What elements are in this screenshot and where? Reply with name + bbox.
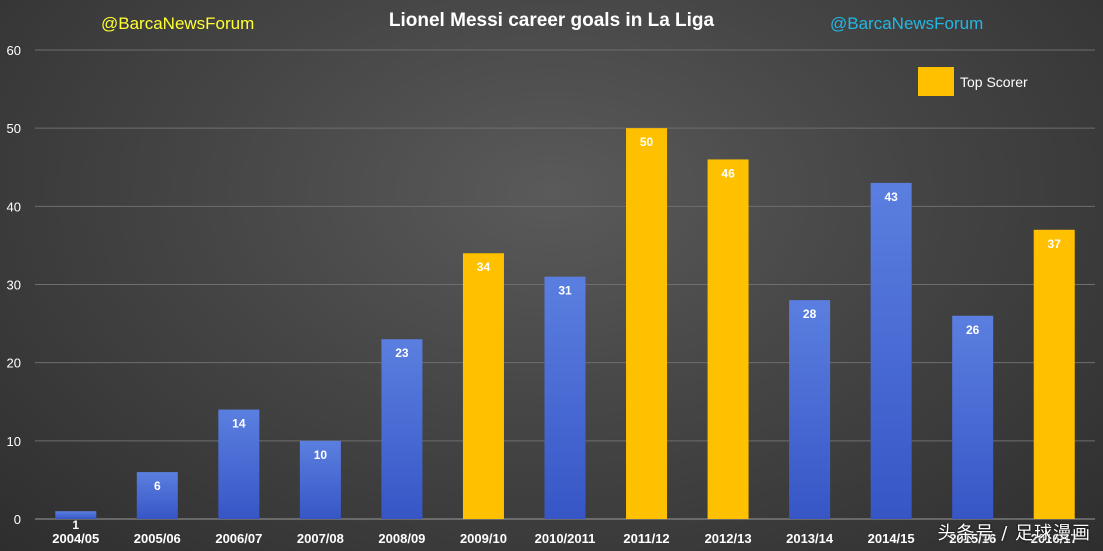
- y-axis-ticks: 0 10 20 30 40 50 60: [7, 43, 21, 527]
- x-tick-label: 2011/12: [623, 531, 669, 546]
- x-tick-label: 2015/16: [949, 531, 996, 546]
- chart-title: Lionel Messi career goals in La Liga: [388, 10, 715, 31]
- y-tick-label: 40: [7, 199, 21, 214]
- data-label: 1: [72, 518, 79, 532]
- data-label: 10: [314, 448, 328, 462]
- y-tick-label: 0: [14, 512, 21, 527]
- bars: [55, 128, 1075, 520]
- y-tick-label: 60: [7, 43, 21, 58]
- bar: [952, 315, 994, 519]
- handle-right: @BarcaNewsForum: [830, 14, 984, 33]
- bar: [789, 300, 831, 519]
- bar: [299, 440, 341, 519]
- data-label: 14: [232, 417, 246, 431]
- bar: [136, 472, 178, 519]
- data-labels: 1 6 14 10 23 34 31 50 46 28 43 26 37: [72, 135, 1061, 532]
- data-label: 34: [477, 260, 491, 274]
- data-label: 50: [640, 135, 654, 149]
- bar: [544, 276, 586, 519]
- bar: [381, 339, 423, 519]
- bar-top-scorer: [462, 253, 504, 519]
- x-tick-label: 2012/13: [705, 531, 752, 546]
- y-tick-label: 20: [7, 356, 21, 371]
- x-tick-label: 2006/07: [215, 531, 262, 546]
- y-tick-label: 50: [7, 121, 21, 136]
- x-tick-label: 2007/08: [297, 531, 344, 546]
- bar-top-scorer: [626, 128, 668, 519]
- data-label: 28: [803, 307, 817, 321]
- bar: [218, 409, 260, 519]
- bar: [55, 511, 97, 519]
- y-tick-label: 30: [7, 278, 21, 293]
- data-label: 46: [721, 166, 735, 180]
- data-label: 6: [154, 479, 161, 493]
- x-axis-ticks: 2004/05 2005/06 2006/07 2007/08 2008/09 2009/…: [52, 531, 1077, 546]
- x-tick-label: 2014/15: [868, 531, 915, 546]
- y-tick-label: 10: [7, 434, 21, 449]
- bar-top-scorer: [1033, 229, 1075, 520]
- data-label: 37: [1048, 237, 1062, 251]
- x-tick-label: 2016/17: [1031, 531, 1078, 546]
- x-tick-label: 2004/05: [52, 531, 99, 546]
- data-label: 43: [884, 190, 898, 204]
- bar-top-scorer: [707, 159, 749, 519]
- data-label: 23: [395, 346, 409, 360]
- x-tick-label: 2005/06: [134, 531, 181, 546]
- x-tick-label: 2008/09: [378, 531, 425, 546]
- bar: [870, 182, 912, 519]
- data-label: 26: [966, 323, 980, 337]
- legend: Top Scorer: [918, 67, 1028, 96]
- x-tick-label: 2013/14: [786, 531, 834, 546]
- x-tick-label: 2009/10: [460, 531, 507, 546]
- handle-left: @BarcaNewsForum: [101, 14, 255, 33]
- legend-label: Top Scorer: [960, 73, 1028, 90]
- watermark: 头条号 / 足球漫画: [937, 523, 1091, 544]
- data-label: 31: [558, 284, 572, 298]
- x-tick-label: 2010/2011: [535, 531, 596, 546]
- legend-swatch-top-scorer: [918, 67, 954, 96]
